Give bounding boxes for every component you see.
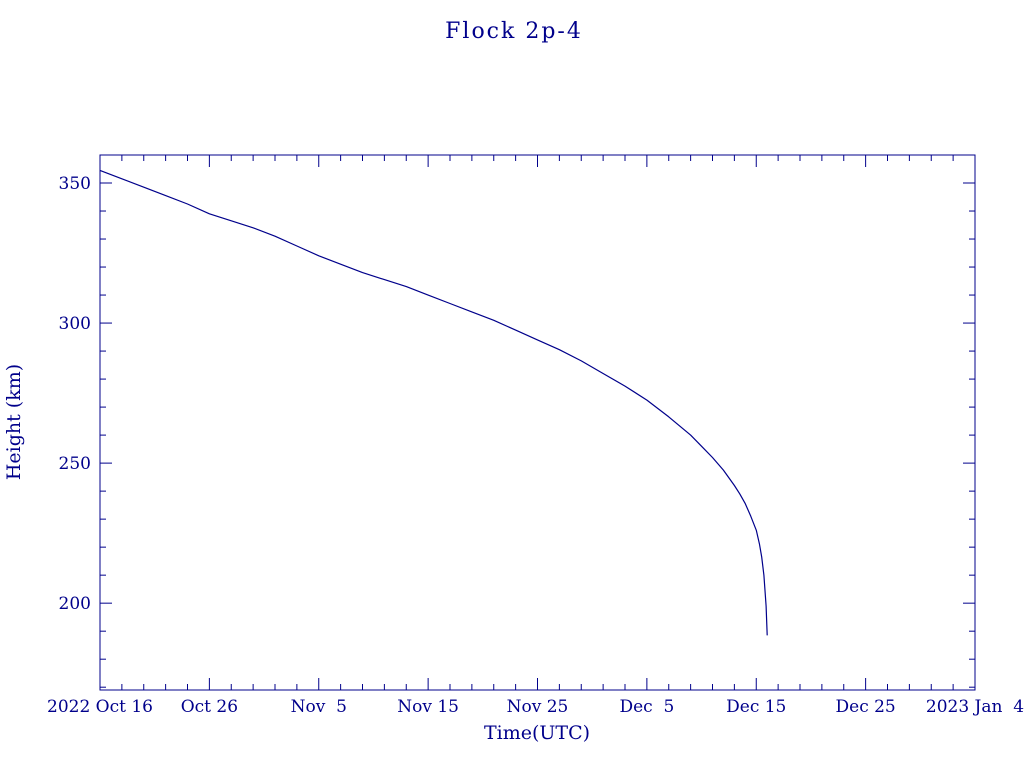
- y-axis-label: Height (km): [3, 364, 25, 480]
- chart-title: Flock 2p-4: [445, 19, 583, 44]
- y-tick-label: 200: [59, 594, 91, 614]
- x-tick-label: Nov 5: [291, 697, 347, 717]
- height-series-line: [99, 169, 768, 636]
- x-tick-label: Oct 26: [181, 697, 238, 717]
- x-tick-label: 2022 Oct 16: [47, 697, 153, 717]
- decay-curve: [99, 169, 768, 636]
- y-tick-label: 300: [59, 314, 91, 334]
- x-tick-label: Dec 25: [836, 697, 896, 717]
- x-tick-label: Nov 15: [397, 697, 459, 717]
- x-tick-label: Nov 25: [507, 697, 569, 717]
- x-axis-label: Time(UTC): [484, 722, 590, 744]
- plot-frame: [99, 154, 976, 691]
- x-tick-label: Dec 5: [619, 697, 674, 717]
- axes: 2022 Oct 16 Oct 26 Nov 5 Nov 15 Nov 25 Dec 5 D…: [47, 154, 1024, 717]
- y-tick-label: 250: [59, 454, 91, 474]
- x-tick-label: Dec 15: [726, 697, 786, 717]
- y-tick-label: 350: [59, 174, 91, 194]
- x-tick-label: 2023 Jan 4: [926, 697, 1024, 717]
